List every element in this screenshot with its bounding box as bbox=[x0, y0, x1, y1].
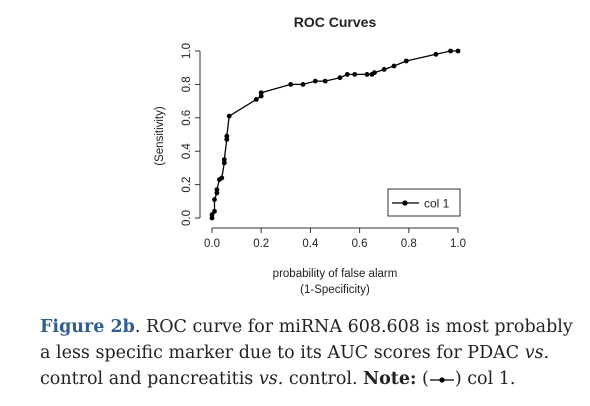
data-point bbox=[258, 93, 264, 99]
data-point bbox=[433, 51, 439, 57]
caption-vs-1: vs. bbox=[524, 343, 550, 363]
data-point bbox=[221, 157, 227, 163]
x-tick-label: 1.0 bbox=[450, 238, 466, 250]
data-point bbox=[258, 90, 264, 96]
data-point bbox=[322, 78, 328, 84]
data-point bbox=[352, 72, 358, 77]
y-tick-label: 0.8 bbox=[181, 76, 193, 92]
data-point bbox=[212, 208, 217, 214]
x-axis-label-line2: (1-Specificity) bbox=[300, 284, 370, 296]
data-point bbox=[214, 190, 220, 196]
data-point bbox=[403, 58, 409, 64]
caption-text-1: . ROC curve for miRNA 608.608 is most pr… bbox=[134, 317, 573, 337]
caption-text-3: control and pancreatitis bbox=[40, 369, 259, 389]
series-col-1 bbox=[209, 48, 461, 221]
x-tick-label: 0.6 bbox=[352, 238, 368, 250]
chart-title: ROC Curves bbox=[294, 14, 377, 30]
caption-text-2: a less specific marker due to its AUC sc… bbox=[40, 343, 525, 363]
x-axis-label-line1: probability of false alarm bbox=[273, 268, 398, 280]
data-point bbox=[372, 70, 377, 76]
caption-line-3: control and pancreatitis vs. control. No… bbox=[40, 366, 588, 392]
data-point bbox=[224, 133, 230, 139]
data-point bbox=[209, 212, 215, 218]
y-tick-label: 0.4 bbox=[181, 143, 193, 160]
data-point bbox=[226, 113, 232, 119]
x-tick-label: 0.2 bbox=[253, 238, 269, 250]
data-point bbox=[209, 215, 215, 221]
legend: col 1 bbox=[387, 188, 461, 217]
y-tick-label: 0.6 bbox=[181, 110, 193, 126]
data-point bbox=[212, 197, 217, 203]
figure-caption: Figure 2b. ROC curve for miRNA 608.608 i… bbox=[40, 314, 588, 392]
note-legend-icon bbox=[429, 377, 454, 383]
data-point bbox=[448, 48, 453, 54]
x-tick-label: 0.0 bbox=[204, 238, 220, 250]
y-tick-label: 1.0 bbox=[181, 43, 193, 59]
data-point bbox=[300, 82, 306, 87]
caption-line-1: Figure 2b. ROC curve for miRNA 608.608 i… bbox=[40, 314, 588, 340]
y-tick-label: 0.0 bbox=[181, 210, 193, 226]
data-point bbox=[381, 67, 387, 72]
y-axis-label: (Sensitivity) bbox=[154, 106, 166, 166]
data-point bbox=[364, 72, 370, 77]
note-label: Note: bbox=[363, 369, 417, 389]
data-point bbox=[391, 63, 397, 69]
legend-label: col 1 bbox=[424, 197, 450, 211]
roc-chart: ROC Curves 0.0 0.2 0.4 0.6 0.8 1.00.00.20.40.… bbox=[154, 14, 466, 296]
note-close: ) col 1. bbox=[454, 369, 516, 389]
data-point bbox=[219, 175, 225, 181]
note-open: ( bbox=[416, 369, 429, 389]
data-point bbox=[214, 187, 220, 193]
data-point bbox=[224, 137, 230, 142]
figure-label: Figure 2b bbox=[40, 317, 135, 337]
x-tick-label: 0.8 bbox=[401, 238, 417, 250]
data-point bbox=[337, 75, 343, 81]
caption-vs-2: vs. bbox=[258, 369, 284, 389]
data-point bbox=[312, 78, 318, 84]
y-tick-label: 0.2 bbox=[181, 177, 193, 193]
data-point bbox=[288, 82, 294, 87]
data-point bbox=[253, 97, 259, 102]
data-point bbox=[221, 160, 227, 166]
x-tick-label: 0.4 bbox=[302, 238, 319, 250]
caption-text-4: control. bbox=[283, 369, 364, 389]
axes: 0.0 0.2 0.4 0.6 0.8 1.0 0.0 0.2 0.4 0.6 0.8 1.0 bbox=[181, 43, 466, 250]
legend-marker bbox=[402, 200, 408, 206]
data-point bbox=[344, 72, 350, 77]
data-point bbox=[455, 48, 461, 54]
caption-line-2: a less specific marker due to its AUC sc… bbox=[40, 340, 588, 366]
